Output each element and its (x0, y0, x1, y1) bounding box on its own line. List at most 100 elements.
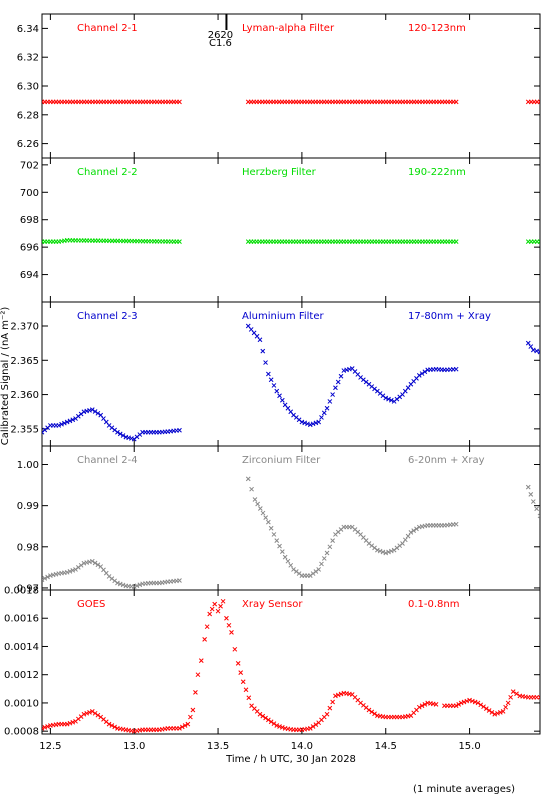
data-point (380, 549, 386, 555)
data-point (530, 499, 536, 504)
data-point (92, 710, 98, 716)
data-point (327, 399, 333, 404)
data-point (411, 528, 417, 533)
panel-frame (41, 589, 541, 735)
x-tick-label: 14.0 (291, 741, 313, 752)
data-point (335, 692, 341, 698)
data-point (271, 721, 277, 727)
data-point (422, 369, 428, 375)
data-point (59, 421, 64, 427)
data-point (475, 700, 481, 706)
data-point (70, 417, 76, 423)
data-point (95, 410, 101, 416)
data-point (453, 366, 459, 372)
data-point (310, 724, 316, 729)
x-tick-label: 12.5 (39, 741, 61, 752)
data-point (316, 419, 322, 425)
panel-channel-label: Channel 2-3 (77, 311, 138, 322)
data-point (117, 581, 123, 587)
data-point (64, 419, 70, 425)
y-tick-label: 700 (20, 188, 39, 199)
flare-marker: 2620 C1.6 (208, 14, 233, 49)
data-point (528, 344, 534, 349)
data-point (299, 419, 305, 425)
panel-filter-label: Xray Sensor (242, 599, 303, 610)
x-tick-label: 15.0 (458, 741, 480, 752)
data-point (274, 538, 280, 543)
data-point (89, 407, 95, 413)
data-point (293, 569, 299, 574)
y-tick-label: 2.365 (10, 356, 39, 367)
y-tick-label: 6.30 (17, 82, 39, 93)
data-point (534, 506, 539, 512)
data-point (537, 239, 540, 245)
data-point (257, 337, 263, 343)
data-point (483, 706, 489, 711)
series-channel-2-4 (42, 476, 540, 590)
data-point (95, 562, 101, 568)
data-point (279, 725, 285, 730)
data-point (500, 709, 506, 714)
data-point (260, 510, 266, 516)
data-point (321, 410, 327, 416)
y-tick-label: 0.0018 (4, 586, 39, 597)
y-tick-label: 0.0016 (4, 614, 39, 625)
data-point (257, 506, 263, 511)
data-point (134, 583, 140, 589)
data-point (224, 615, 229, 621)
data-point (42, 577, 45, 583)
data-point (260, 713, 266, 719)
data-point (67, 418, 73, 424)
panel-filter-label: Lyman-alpha Filter (242, 23, 335, 34)
y-tick-label: 0.0014 (4, 642, 39, 653)
data-point (327, 544, 333, 550)
data-point (324, 711, 330, 717)
data-point (260, 348, 266, 354)
y-tick-label: 702 (20, 160, 39, 171)
series-channel-2-1 (42, 99, 540, 105)
data-point (313, 722, 319, 727)
data-point (279, 549, 285, 554)
data-point (525, 484, 531, 490)
data-point (386, 396, 391, 402)
data-point (537, 694, 540, 700)
data-point (117, 431, 123, 437)
data-point (525, 340, 531, 346)
data-point (198, 658, 204, 663)
data-point (419, 371, 425, 376)
data-point (296, 571, 302, 576)
panel-channel-2-4: 0.97 0.98 0.99 1.00 Channel 2-4 Zirconium Fil… (17, 445, 541, 594)
data-point (70, 568, 76, 573)
data-point (313, 420, 319, 426)
data-point (238, 670, 244, 675)
panel-channel-2-2: 694 696 698 700 702 Channel 2-2 Herzberg Filte… (20, 157, 541, 303)
data-point (218, 603, 223, 609)
y-tick-label: 6.28 (17, 110, 39, 121)
panel-channel-2-1: 6.26 6.28 6.30 6.32 6.34 Channel 2-1 Lyman-alp… (17, 13, 541, 159)
data-point (416, 704, 422, 710)
panel-frame (41, 13, 541, 159)
data-point (285, 558, 291, 564)
data-point (195, 672, 201, 678)
data-point (64, 721, 70, 727)
data-point (245, 476, 251, 482)
data-point (188, 714, 193, 720)
data-point (402, 537, 408, 543)
data-point (45, 724, 50, 729)
data-point (416, 373, 422, 378)
data-point (87, 709, 92, 715)
data-point (246, 695, 252, 701)
data-point (481, 704, 486, 710)
data-point (338, 373, 344, 379)
y-tick-label: 2.355 (10, 424, 39, 435)
data-point (220, 598, 226, 604)
data-point (89, 558, 95, 564)
data-point (207, 611, 213, 617)
data-point (528, 491, 534, 497)
x-axis-label: Time / h UTC, 30 Jan 2028 (225, 754, 356, 765)
data-point (377, 548, 383, 554)
y-tick-label: 694 (20, 270, 39, 281)
data-point (263, 515, 269, 520)
data-point (503, 704, 508, 710)
data-point (42, 725, 48, 730)
